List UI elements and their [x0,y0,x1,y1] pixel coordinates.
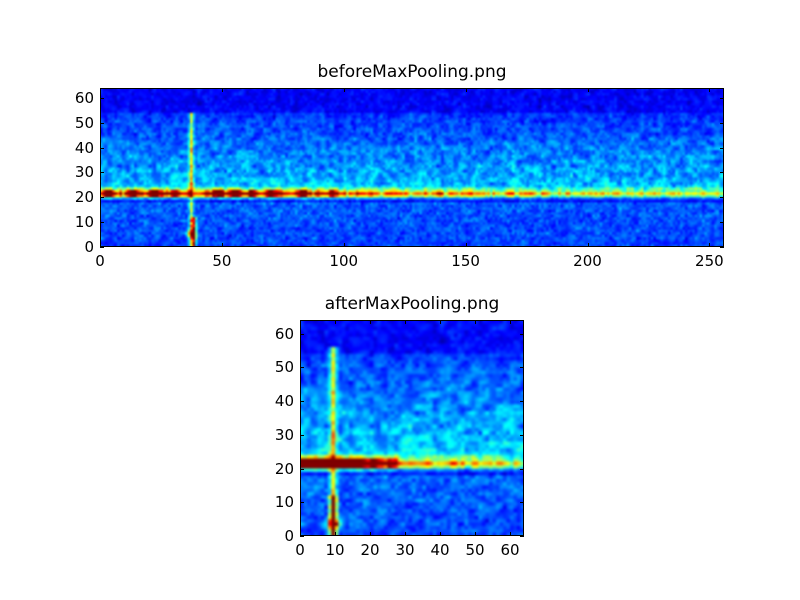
y-tick-label: 0 [84,238,94,256]
y-tick-mark-right [520,502,524,504]
x-tick-mark [510,532,511,536]
x-tick-mark-top [405,320,406,324]
y-tick-mark-right [720,147,724,149]
x-tick-label: 0 [95,252,105,270]
x-tick-mark [465,243,467,247]
y-tick-label: 30 [274,425,294,444]
heatmap-before-max-pooling [100,88,724,247]
y-tick-mark-right [720,122,724,124]
y-tick-mark-right [720,97,724,99]
y-tick-mark [300,536,304,537]
x-tick-mark-top [221,88,223,92]
x-tick-mark-top [510,320,511,324]
y-tick-mark [300,468,304,470]
y-tick-label: 40 [274,392,294,410]
x-tick-mark [221,243,223,247]
x-tick-label: 50 [465,541,485,559]
y-tick-mark-right [720,172,724,174]
x-tick-mark [475,532,476,536]
y-tick-label: 50 [74,113,94,132]
y-tick-mark-right [520,434,524,436]
y-tick-mark [300,333,304,335]
y-tick-label: 50 [274,358,294,377]
y-tick-mark-right [520,367,524,369]
y-tick-mark-right [720,247,724,248]
x-tick-label: 50 [212,252,232,270]
y-tick-mark [100,172,104,174]
y-tick-label: 20 [274,459,294,478]
y-tick-mark [100,122,104,124]
y-tick-mark-right [520,333,524,335]
y-tick-mark [300,434,304,436]
y-tick-mark-right [720,197,724,199]
x-tick-mark [335,532,336,536]
y-tick-mark-right [720,222,724,224]
x-tick-mark-top [465,88,467,92]
y-tick-mark-right [520,401,524,402]
y-tick-label: 40 [74,138,94,157]
y-tick-mark [300,502,304,504]
x-tick-mark-top [370,320,371,324]
x-tick-label: 30 [395,541,415,559]
y-tick-label: 60 [274,324,294,343]
y-tick-mark [100,247,104,248]
y-tick-label: 20 [74,188,94,207]
x-tick-label: 250 [695,252,724,270]
y-tick-label: 60 [74,88,94,107]
x-tick-mark [440,532,441,536]
y-tick-mark [100,147,104,149]
x-tick-mark-top [343,88,345,92]
x-tick-mark-top [587,88,589,92]
y-tick-mark [100,197,104,199]
x-tick-label: 150 [451,252,480,270]
x-tick-label: 60 [500,541,520,559]
axes-after-max-pooling: afterMaxPooling.png 0 10 20 30 40 50 60 0 10 20 30… [275,294,524,559]
x-tick-label: 10 [325,541,345,559]
y-tick-mark-right [520,536,524,537]
x-tick-label: 200 [573,252,602,270]
x-tick-label: 20 [360,541,380,559]
x-tick-mark [343,243,345,247]
y-tick-mark [100,97,104,99]
x-tick-mark-top [300,320,301,324]
y-tick-mark [300,401,304,402]
x-tick-label: 0 [295,541,305,559]
heatmap-after-max-pooling [300,320,524,536]
x-tick-mark-top [709,88,711,92]
axes-before-title: beforeMaxPooling.png [317,62,507,82]
x-tick-mark-top [100,88,101,92]
x-tick-mark [709,243,711,247]
x-tick-mark [370,532,371,536]
y-tick-mark [300,367,304,369]
x-tick-mark-top [440,320,441,324]
x-tick-mark [587,243,589,247]
y-tick-label: 10 [274,493,294,512]
x-tick-mark-top [475,320,476,324]
axes-after-title: afterMaxPooling.png [324,294,500,314]
x-tick-mark-top [335,320,336,324]
y-tick-label: 30 [74,163,94,182]
y-tick-mark-right [520,468,524,470]
axes-before-max-pooling: beforeMaxPooling.png 0 50 100 150 200 250 0 10 2… [75,62,724,270]
y-tick-label: 0 [284,527,294,545]
x-tick-label: 40 [430,541,450,559]
y-tick-label: 10 [74,213,94,232]
x-tick-label: 100 [329,252,359,270]
x-tick-mark [405,532,406,536]
y-tick-mark [100,222,104,224]
